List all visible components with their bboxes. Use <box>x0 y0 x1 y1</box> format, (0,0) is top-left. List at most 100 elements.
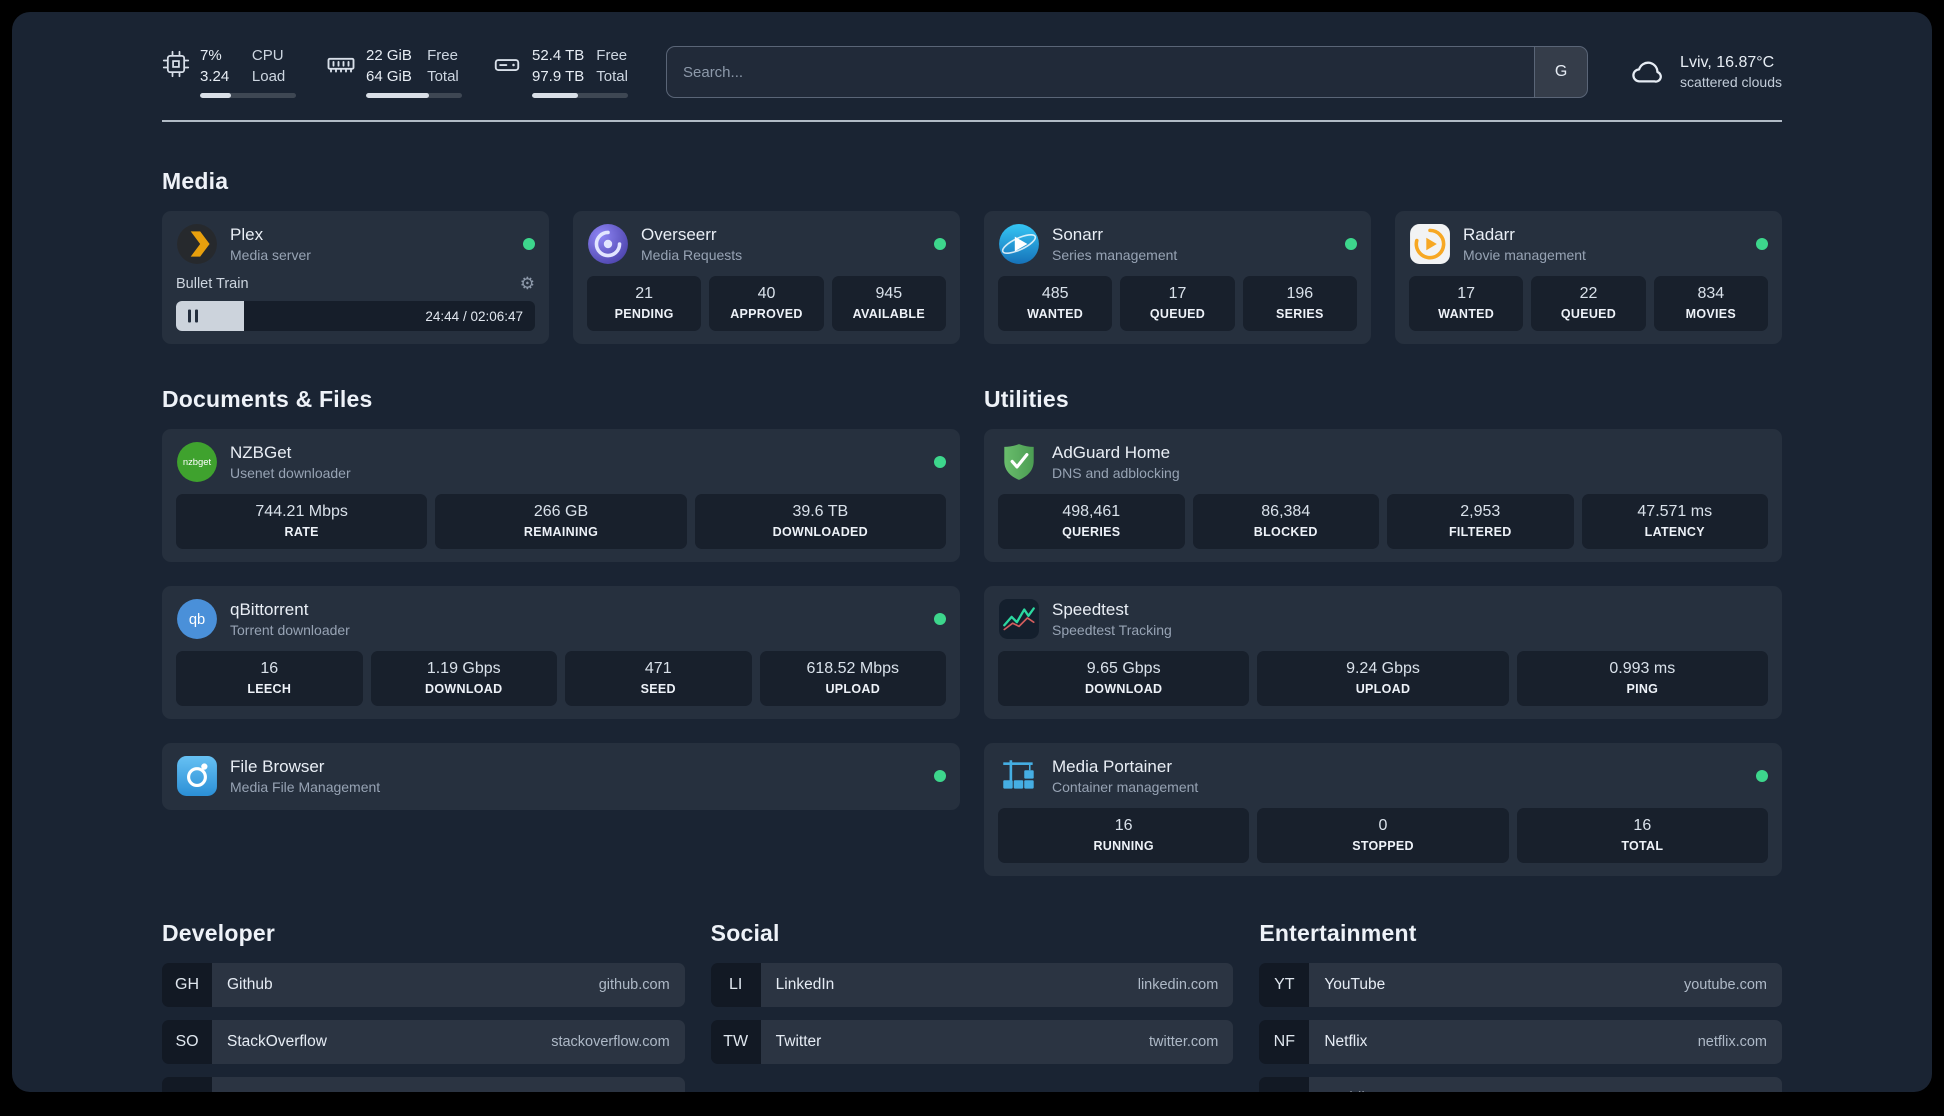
bookmarks-developer: Developer GH Github github.com SO StackO… <box>162 920 685 1092</box>
bookmark-url: twitter.com <box>1149 1034 1219 1050</box>
disk-icon <box>494 59 520 72</box>
service-name: Plex <box>230 224 264 244</box>
bookmark-name: Netflix <box>1324 1033 1368 1050</box>
service-desc: Media Requests <box>641 246 743 263</box>
service-card-plex[interactable]: Plex Media server Bullet Train ⚙ 24:44 /… <box>162 211 549 344</box>
service-card-nzbget[interactable]: nzbget NZBGet Usenet downloader 744.21 M… <box>162 429 960 562</box>
service-desc: Container management <box>1052 778 1199 795</box>
bookmark-dev[interactable]: DT DEV dev.to <box>162 1077 685 1092</box>
disk-widget: 52.4 TB 97.9 TB Free Total <box>492 46 628 98</box>
service-card-portainer[interactable]: Media Portainer Container management 16 R… <box>984 743 1782 876</box>
bookmark-name: StackOverflow <box>227 1033 327 1050</box>
bookmark-abbr: DT <box>162 1077 212 1092</box>
bookmark-linkedin[interactable]: LI LinkedIn linkedin.com <box>710 963 1234 1007</box>
stat-movies: 834 MOVIES <box>1653 276 1768 331</box>
status-dot <box>934 770 946 782</box>
stat-upload: 618.52 Mbps UPLOAD <box>759 651 946 706</box>
service-card-speedtest[interactable]: Speedtest Speedtest Tracking 9.65 Gbps DO… <box>984 586 1782 719</box>
service-desc: Media server <box>230 246 311 263</box>
media-player-bar[interactable]: 24:44 / 02:06:47 <box>176 301 535 331</box>
sonarr-icon <box>998 223 1040 265</box>
stat-stopped: 0 STOPPED <box>1257 808 1509 863</box>
stat-seed: 471 SEED <box>565 651 752 706</box>
stat-queued: 17 QUEUED <box>1120 276 1235 331</box>
service-desc: Speedtest Tracking <box>1052 621 1172 638</box>
stat-pending: 21 PENDING <box>587 276 702 331</box>
stat-running: 16 RUNNING <box>998 808 1250 863</box>
bookmarks-social: Social LI LinkedIn linkedin.com TW Twitt… <box>710 920 1234 1064</box>
weather-widget: Lviv, 16.87°C scattered clouds <box>1626 52 1782 92</box>
cloud-icon <box>1632 61 1662 83</box>
bookmark-abbr: YT <box>1259 963 1310 1007</box>
cpu-widget: 7% 3.24 CPU Load <box>162 46 296 98</box>
service-name: AdGuard Home <box>1052 442 1171 462</box>
service-desc: Torrent downloader <box>230 621 350 638</box>
service-name: Sonarr <box>1052 224 1104 244</box>
bookmark-url: dev.to <box>631 1091 669 1092</box>
section-title-entertainment: Entertainment <box>1259 920 1417 946</box>
memory-usage-bar <box>366 92 462 98</box>
service-card-overseerr[interactable]: Overseerr Media Requests 21 PENDING 40 APP… <box>573 211 960 344</box>
service-name: Radarr <box>1463 224 1515 244</box>
search-bar: G <box>666 46 1589 98</box>
status-dot <box>1756 770 1768 782</box>
search-provider-button[interactable]: G <box>1534 47 1588 97</box>
playback-time: 24:44 / 02:06:47 <box>425 308 523 324</box>
bookmark-name: LinkedIn <box>775 976 835 993</box>
bookmarks-entertainment: Entertainment YT YouTube youtube.com NF … <box>1259 920 1782 1092</box>
weather-location: Lviv, 16.87°C <box>1680 53 1775 71</box>
cpu-usage-bar <box>200 92 296 98</box>
bookmark-stackoverflow[interactable]: SO StackOverflow stackoverflow.com <box>162 1020 685 1064</box>
memory-values: 22 GiB 64 GiB <box>366 47 412 85</box>
memory-labels: Free Total <box>427 47 459 85</box>
status-dot <box>1756 238 1768 250</box>
stat-leech: 16 LEECH <box>176 651 363 706</box>
stat-filtered: 2,953 FILTERED <box>1387 494 1574 549</box>
stat-blocked: 86,384 BLOCKED <box>1192 494 1379 549</box>
bookmark-github[interactable]: GH Github github.com <box>162 963 685 1007</box>
stat-rate: 744.21 Mbps RATE <box>176 494 428 549</box>
service-card-radarr[interactable]: Radarr Movie management 17 WANTED 22 QUEUE… <box>1395 211 1782 344</box>
section-title-utilities: Utilities <box>984 386 1069 412</box>
stat-ping: 0.993 ms PING <box>1516 651 1768 706</box>
status-dot <box>934 238 946 250</box>
bookmark-netflix[interactable]: NF Netflix netflix.com <box>1259 1020 1782 1064</box>
bookmark-abbr: RE <box>1259 1077 1310 1092</box>
service-desc: Movie management <box>1463 246 1586 263</box>
service-name: Speedtest <box>1052 599 1129 619</box>
stat-queries: 498,461 QUERIES <box>998 494 1185 549</box>
bookmark-url: stackoverflow.com <box>551 1034 670 1050</box>
service-name: qBittorrent <box>230 599 309 619</box>
service-card-qbittorrent[interactable]: qb qBittorrent Torrent downloader 16 LEEC… <box>162 586 960 719</box>
now-playing-title: Bullet Train <box>176 275 249 292</box>
bookmark-name: Twitter <box>775 1033 822 1050</box>
bookmark-youtube[interactable]: YT YouTube youtube.com <box>1259 963 1782 1007</box>
overseerr-icon <box>587 223 629 265</box>
bookmark-reddit[interactable]: RE Reddit reddit.com <box>1259 1077 1782 1092</box>
stat-latency: 47.571 ms LATENCY <box>1581 494 1768 549</box>
disk-labels: Free Total <box>596 47 628 85</box>
service-card-adguard[interactable]: AdGuard Home DNS and adblocking 498,461 Q… <box>984 429 1782 562</box>
service-desc: Series management <box>1052 246 1178 263</box>
search-input[interactable] <box>667 47 1535 97</box>
gear-icon[interactable]: ⚙ <box>519 274 535 293</box>
pause-button[interactable] <box>186 309 200 323</box>
stat-download: 1.19 Gbps DOWNLOAD <box>370 651 557 706</box>
service-card-filebrowser[interactable]: File Browser Media File Management <box>162 743 960 810</box>
bookmark-name: YouTube <box>1324 976 1386 993</box>
service-desc: Media File Management <box>230 778 381 795</box>
documents-column: Documents & Files nzbget NZBGet U <box>162 386 960 810</box>
section-title-documents: Documents & Files <box>162 386 373 412</box>
bookmark-twitter[interactable]: TW Twitter twitter.com <box>710 1020 1234 1064</box>
bookmark-url: github.com <box>598 977 670 993</box>
section-title-media: Media <box>162 168 229 194</box>
status-dot <box>523 238 535 250</box>
cpu-values: 7% 3.24 <box>200 47 230 85</box>
svg-text:qb: qb <box>189 612 205 628</box>
service-desc: Usenet downloader <box>230 464 351 481</box>
bookmark-name: Reddit <box>1324 1090 1369 1092</box>
service-card-sonarr[interactable]: Sonarr Series management 485 WANTED 17 QUE… <box>984 211 1371 344</box>
filebrowser-icon <box>176 755 218 797</box>
cpu-labels: CPU Load <box>251 47 286 85</box>
stat-approved: 40 APPROVED <box>709 276 824 331</box>
